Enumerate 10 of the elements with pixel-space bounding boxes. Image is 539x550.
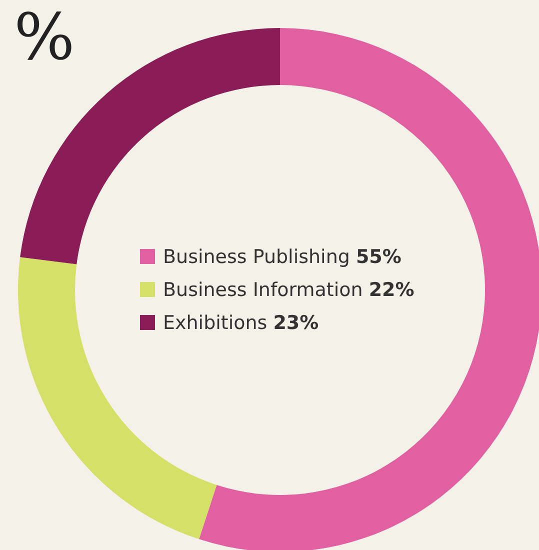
- legend-label: Business Information: [163, 278, 363, 300]
- data-label: 55: [356, 246, 382, 268]
- legend-label: Exhibitions: [163, 312, 268, 334]
- data-label: 22: [368, 278, 396, 300]
- chart-title: %: [382, 246, 402, 268]
- data-label: 23: [273, 312, 300, 334]
- chart-title: %: [395, 278, 414, 300]
- chart-title: %: [300, 312, 319, 334]
- chart-title: %: [14, 1, 75, 75]
- legend-label: Business Publishing: [163, 246, 350, 268]
